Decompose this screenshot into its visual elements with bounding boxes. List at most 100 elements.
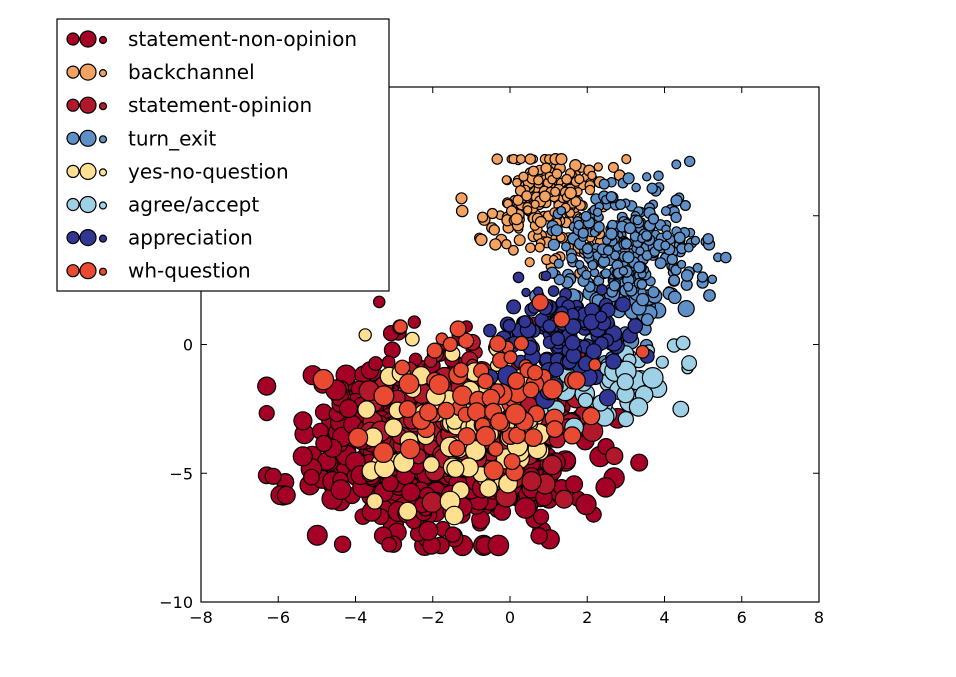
scatter-point xyxy=(655,355,669,369)
scatter-point xyxy=(631,182,641,193)
scatter-point xyxy=(523,205,533,215)
scatter-point xyxy=(607,161,619,173)
scatter-point xyxy=(622,251,635,264)
scatter-point xyxy=(503,350,518,365)
scatter-points xyxy=(257,153,732,557)
scatter-point xyxy=(635,246,645,256)
scatter-point xyxy=(615,199,627,211)
scatter-point xyxy=(567,371,586,390)
scatter-point xyxy=(444,526,462,543)
scatter-point xyxy=(306,524,328,546)
scatter-point xyxy=(518,171,529,182)
legend-marker-large xyxy=(79,162,97,180)
legend-marker-tiny xyxy=(98,135,108,144)
scatter-point xyxy=(330,479,352,501)
scatter-point xyxy=(357,400,376,419)
scatter-point xyxy=(542,454,563,476)
scatter-point xyxy=(556,205,567,216)
legend-label: turn_exit xyxy=(128,126,216,150)
scatter-point xyxy=(574,174,585,185)
scatter-point xyxy=(474,233,488,247)
scatter-point xyxy=(636,292,650,307)
scatter-point xyxy=(608,279,621,292)
scatter-point xyxy=(673,231,686,244)
scatter-point xyxy=(647,213,660,225)
legend-label: appreciation xyxy=(128,226,253,250)
scatter-point xyxy=(670,211,682,224)
scatter-point xyxy=(338,398,359,419)
scatter-point xyxy=(489,335,507,353)
scatter-point xyxy=(444,505,464,526)
axis-ticks: −8 −6 −4 −2 0 2 4 6 8 −10 −5 0 xyxy=(159,87,824,627)
scatter-point xyxy=(513,234,526,247)
scatter-point xyxy=(452,385,473,406)
scatter-point xyxy=(487,441,504,457)
legend-marker-large xyxy=(79,30,97,48)
scatter-point xyxy=(534,242,545,253)
legend-label: wh-question xyxy=(128,259,251,283)
x-tick-label: −8 xyxy=(189,608,213,627)
scatter-point xyxy=(614,296,631,313)
scatter-point xyxy=(666,253,679,266)
legend-box xyxy=(56,18,390,292)
scatter-point xyxy=(672,400,690,418)
scatter-point xyxy=(457,427,477,446)
scatter-point xyxy=(595,476,616,498)
scatter-point xyxy=(564,334,581,351)
legend-marker-tiny xyxy=(98,102,108,111)
scatter-point xyxy=(384,418,404,438)
scatter-point xyxy=(479,479,498,498)
scatter-point xyxy=(683,242,694,253)
legend-marker-tiny xyxy=(98,168,108,177)
scatter-point xyxy=(422,456,440,474)
legend: statement-non-opinion backchannel statemen… xyxy=(56,18,390,292)
legend-marker-large xyxy=(79,195,97,214)
scatter-point xyxy=(540,270,552,282)
scatter-point xyxy=(605,353,622,370)
scatter-point xyxy=(640,313,654,327)
scatter-point xyxy=(448,439,466,457)
scatter-point xyxy=(512,194,524,206)
legend-marker-large xyxy=(79,63,97,81)
scatter-point xyxy=(618,266,629,276)
scatter-point xyxy=(399,438,421,460)
scatter-point xyxy=(662,230,672,241)
scatter-point xyxy=(522,381,540,399)
scatter-point xyxy=(660,240,671,251)
scatter-point xyxy=(398,373,420,395)
scatter-point xyxy=(524,428,543,448)
scatter-point xyxy=(702,233,714,245)
scatter-point xyxy=(587,260,598,271)
scatter-point xyxy=(616,373,635,391)
scatter-point xyxy=(642,172,652,182)
scatter-point xyxy=(679,200,691,212)
scatter-point xyxy=(581,406,601,426)
legend-marker-large xyxy=(79,96,97,114)
scatter-point xyxy=(550,331,565,347)
scatter-point xyxy=(605,446,624,466)
legend-marker-small xyxy=(66,264,80,278)
scatter-point xyxy=(518,315,532,329)
scatter-point xyxy=(628,397,649,417)
scatter-point xyxy=(510,212,523,226)
legend-marker-small xyxy=(66,164,80,178)
scatter-point xyxy=(524,153,537,165)
legend-marker-small xyxy=(66,197,80,212)
scatter-point xyxy=(555,153,568,166)
scatter-point xyxy=(533,175,544,186)
x-tick-label: 2 xyxy=(582,608,592,627)
y-tick-label: −10 xyxy=(159,593,193,612)
scatter-point xyxy=(538,190,551,203)
scatter-point xyxy=(553,273,566,286)
legend-marker-tiny xyxy=(98,267,108,276)
legend-label: agree/accept xyxy=(128,193,259,217)
scatter-point xyxy=(501,175,512,185)
scatter-point xyxy=(553,258,564,269)
x-tick-label: −4 xyxy=(344,608,368,627)
scatter-point xyxy=(419,402,438,422)
legend-label: statement-opinion xyxy=(128,93,312,117)
scatter-point xyxy=(696,271,709,283)
scatter-point xyxy=(524,257,535,268)
scatter-point xyxy=(577,227,589,239)
